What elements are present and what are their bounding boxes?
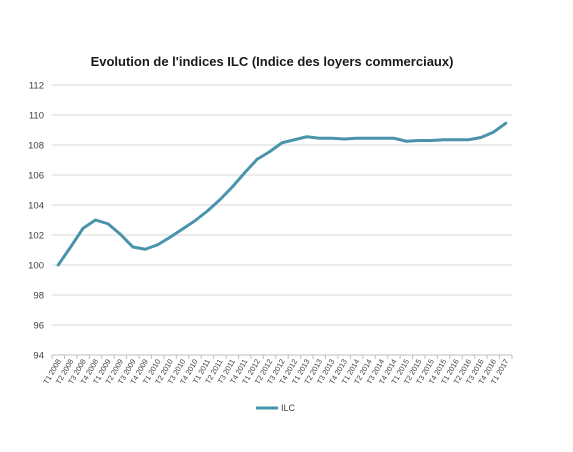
data-point: [392, 137, 396, 140]
data-point: [305, 135, 309, 138]
data-point: [81, 227, 85, 230]
y-tick-label: 106: [28, 171, 44, 182]
data-point: [293, 138, 296, 141]
y-tick-label: 94: [33, 351, 44, 362]
data-point: [131, 245, 135, 249]
data-point: [405, 140, 408, 143]
data-point: [342, 137, 346, 141]
data-point: [243, 171, 246, 174]
y-tick-label: 98: [33, 291, 44, 302]
series-lines: [56, 121, 508, 267]
legend: ILC: [256, 403, 296, 413]
legend-label: ILC: [281, 403, 296, 413]
data-point: [144, 248, 147, 251]
axes: [51, 354, 513, 359]
data-point: [268, 150, 271, 153]
data-point: [492, 131, 495, 134]
data-point: [429, 139, 433, 142]
y-tick-label: 96: [33, 321, 44, 332]
y-tick-label: 108: [28, 141, 44, 152]
y-tick-label: 104: [28, 201, 44, 212]
data-point: [417, 139, 420, 142]
data-point: [442, 138, 445, 141]
y-tick-label: 110: [29, 111, 44, 122]
data-point: [181, 227, 184, 231]
data-point: [355, 137, 358, 140]
data-point: [467, 138, 470, 141]
data-point: [380, 137, 383, 140]
y-tick-label: 100: [28, 261, 44, 272]
data-point: [280, 141, 284, 144]
data-point: [479, 136, 483, 139]
data-point: [318, 137, 321, 140]
y-axis-ticks: 94 96 98 100 102 104 106 108 110 112: [28, 81, 44, 362]
y-tick-label: 102: [28, 231, 44, 242]
data-point: [454, 138, 458, 141]
gridlines: [52, 84, 512, 326]
data-point: [106, 222, 110, 225]
data-point: [330, 137, 333, 140]
chart-title: Evolution de l'indices ILC (Indice des l…: [91, 54, 454, 69]
data-point: [94, 218, 97, 222]
data-point: [255, 158, 259, 161]
data-point: [206, 209, 209, 213]
y-tick-label: 112: [29, 81, 44, 92]
data-point: [193, 219, 197, 222]
data-point: [367, 137, 371, 140]
data-point: [57, 263, 60, 267]
data-point: [504, 122, 507, 125]
data-point: [119, 233, 122, 236]
data-point: [218, 198, 222, 201]
data-point: [168, 236, 172, 239]
data-point: [231, 185, 234, 189]
data-point: [156, 243, 159, 246]
data-point: [69, 245, 72, 249]
